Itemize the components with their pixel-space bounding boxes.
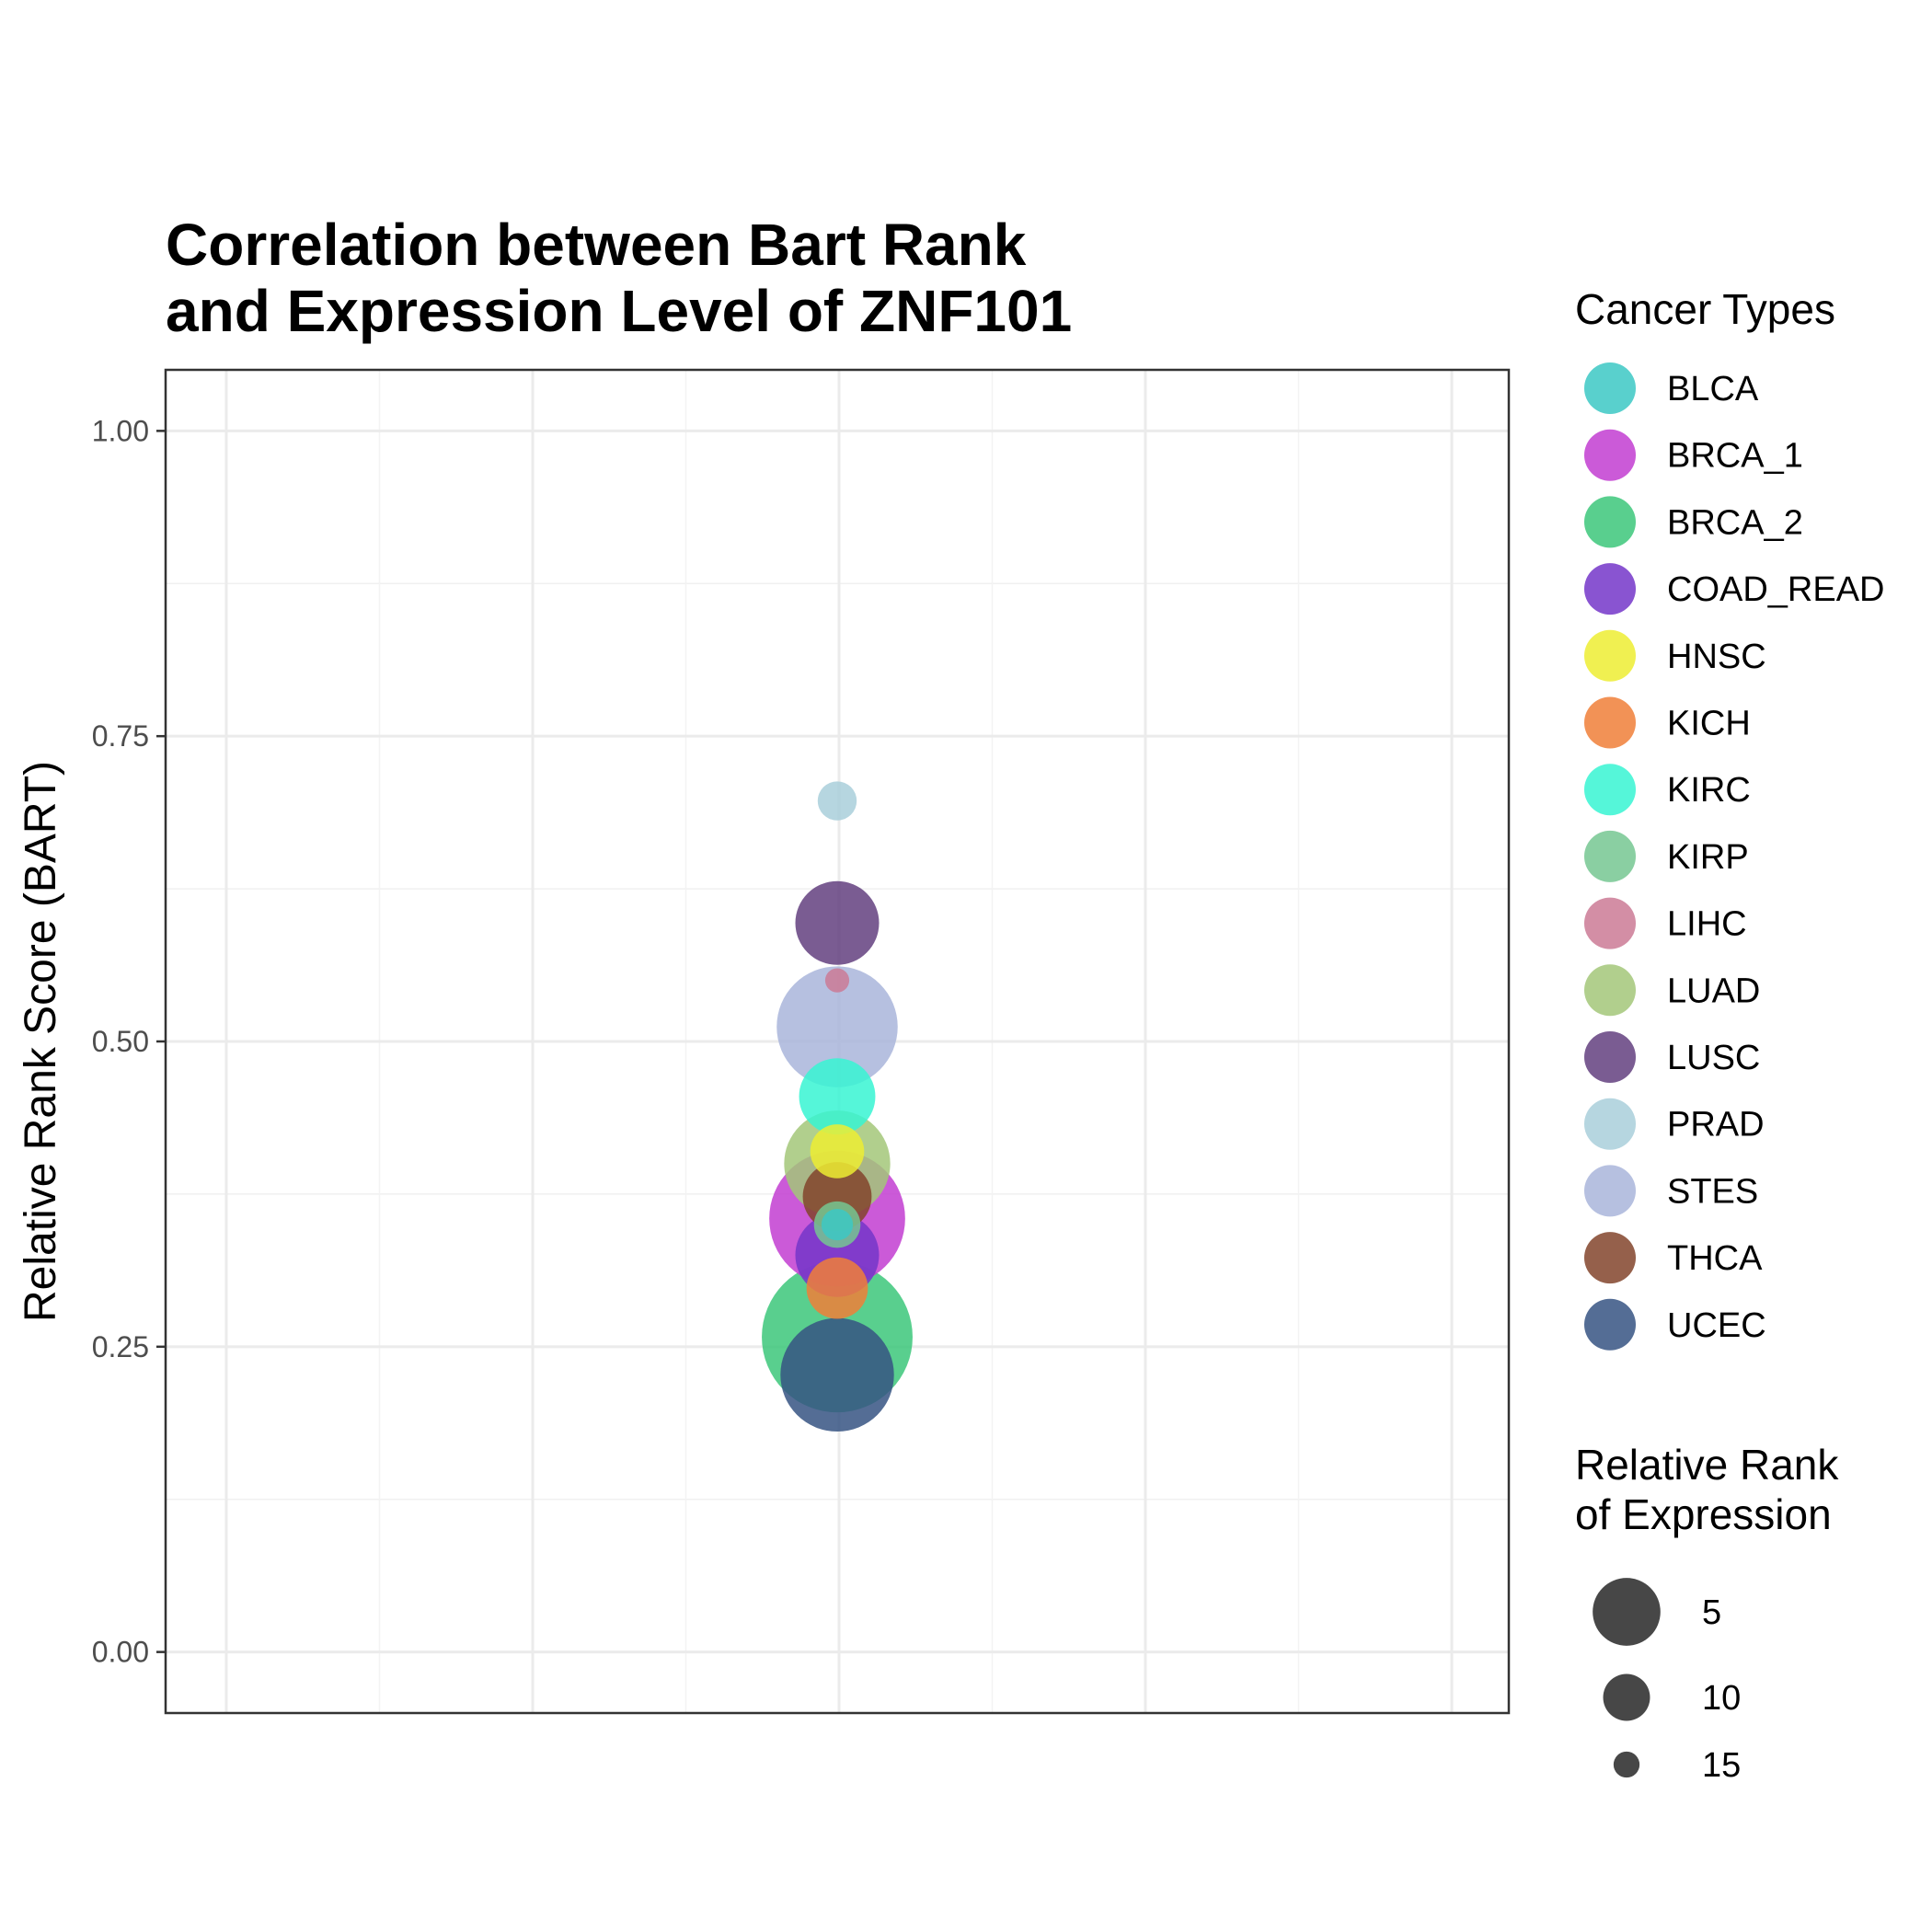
- legend-label: KIRP: [1667, 838, 1749, 877]
- size-legend-title-line-1: Relative Rank: [1575, 1441, 1839, 1489]
- bubble-lusc: [795, 880, 880, 965]
- size-legend-key: [1613, 1751, 1640, 1778]
- legend-key-stes: [1584, 1165, 1636, 1217]
- legend-key-brca-1: [1584, 429, 1636, 481]
- bubble-ucec: [780, 1317, 894, 1432]
- bubble-stes: [776, 966, 898, 1087]
- y-tick-label: 0.75: [92, 719, 149, 753]
- legend-label: BRCA_1: [1667, 437, 1803, 476]
- legend-key-brca-2: [1584, 496, 1636, 548]
- legend-key-prad: [1584, 1098, 1636, 1150]
- legend-key-lihc: [1584, 897, 1636, 949]
- legend-label: PRAD: [1667, 1106, 1765, 1144]
- legend-key-kirp: [1584, 830, 1636, 882]
- bubble-hnsc: [810, 1124, 865, 1179]
- data-points: [762, 781, 913, 1432]
- legend-label: UCEC: [1667, 1306, 1766, 1345]
- legend-key-thca: [1584, 1232, 1636, 1284]
- color-legend: BLCA BRCA_1 BRCA_2 COAD_READ HNSC KICH KIRC KIR…: [1584, 362, 1885, 1351]
- legend-label: LUAD: [1667, 972, 1760, 1010]
- legend-label: KICH: [1667, 705, 1751, 743]
- size-legend-label: 15: [1702, 1746, 1741, 1785]
- y-axis-title: Relative Rank Score (BART): [17, 761, 65, 1322]
- bubble-blca: [821, 1208, 854, 1241]
- legend-key-coad-read: [1584, 563, 1636, 615]
- y-tick-label: 1.00: [92, 414, 149, 447]
- size-legend-key: [1593, 1578, 1661, 1646]
- size-legend: 5 10 15: [1593, 1578, 1741, 1785]
- color-legend-title: Cancer Types: [1575, 285, 1835, 333]
- bubble-kirc: [799, 1058, 876, 1135]
- legend-label: KIRC: [1667, 771, 1751, 810]
- y-tick-label: 0.50: [92, 1025, 149, 1058]
- legend-key-luad: [1584, 964, 1636, 1017]
- legend-label: LUSC: [1667, 1039, 1760, 1077]
- size-legend-label: 5: [1702, 1593, 1721, 1632]
- legend-label: HNSC: [1667, 638, 1766, 676]
- legend-key-hnsc: [1584, 629, 1636, 682]
- legend-key-ucec: [1584, 1298, 1636, 1351]
- legend-label: LIHC: [1667, 905, 1747, 944]
- legend-label: THCA: [1667, 1239, 1763, 1278]
- legend-key-blca: [1584, 362, 1636, 414]
- bubble-prad: [817, 781, 857, 821]
- size-legend-label: 10: [1702, 1679, 1741, 1718]
- legend-label: STES: [1667, 1172, 1758, 1211]
- legend-label: BRCA_2: [1667, 503, 1803, 542]
- legend-label: BLCA: [1667, 370, 1759, 408]
- gridlines: [166, 370, 1509, 1713]
- bubble-lihc: [824, 968, 850, 993]
- legend-key-kich: [1584, 696, 1636, 749]
- y-axis: 0.00 0.25 0.50 0.75 1.00: [92, 414, 166, 1669]
- y-tick-label: 0.25: [92, 1330, 149, 1363]
- size-legend-key: [1603, 1673, 1650, 1721]
- legend-label: COAD_READ: [1667, 570, 1885, 609]
- chart-title-line-1: Correlation between Bart Rank: [166, 212, 1027, 278]
- size-legend-title-line-2: of Expression: [1575, 1490, 1832, 1538]
- y-tick-label: 0.00: [92, 1636, 149, 1669]
- bubble-kich: [806, 1257, 868, 1319]
- legend-key-lusc: [1584, 1031, 1636, 1083]
- chart-title-line-2: and Expression Level of ZNF101: [166, 278, 1072, 344]
- legend-key-kirc: [1584, 764, 1636, 816]
